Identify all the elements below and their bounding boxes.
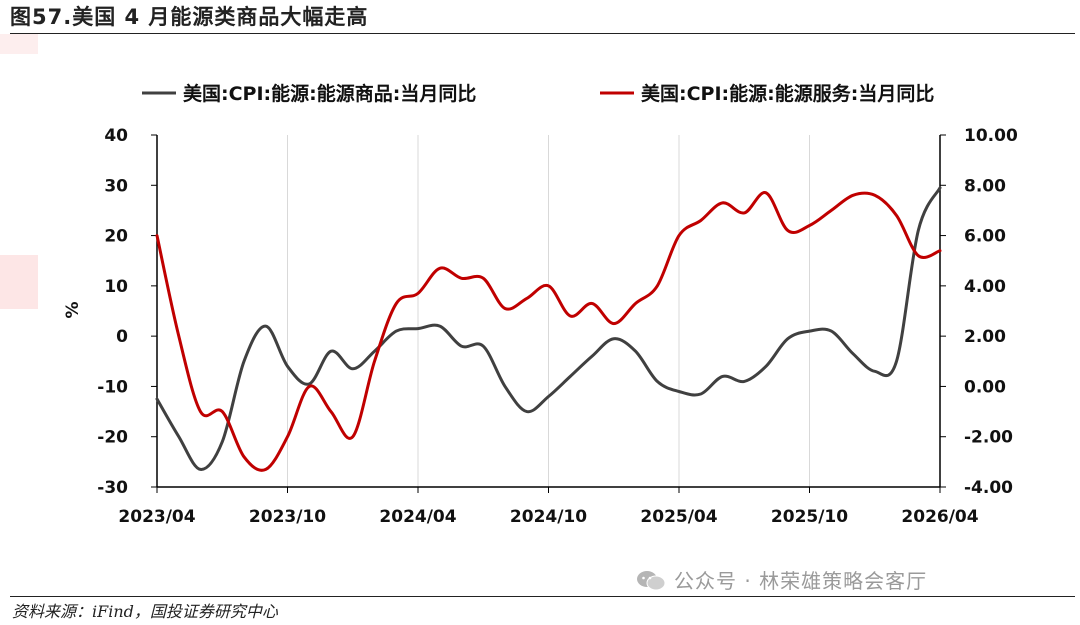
y-left-tick-label: 0 <box>116 327 128 347</box>
legend: 美国:CPI:能源:能源商品:当月同比 美国:CPI:能源:能源服务:当月同比 <box>142 82 934 105</box>
legend-label-commodities: 美国:CPI:能源:能源商品:当月同比 <box>183 82 476 105</box>
wechat-icon <box>637 571 666 591</box>
watermark: 公众号 · 林荣雄策略会客厅 <box>636 565 927 594</box>
y-right-tick-label: 8.00 <box>964 176 1006 196</box>
footer-divider <box>10 596 1075 597</box>
x-tick-label: 2025/04 <box>640 507 717 527</box>
x-tick-label: 2024/04 <box>379 507 456 527</box>
series-layer <box>155 186 942 472</box>
y-left-tick-label: 40 <box>104 126 128 146</box>
y-left-tick-label: 20 <box>104 227 128 247</box>
source-note: 资料来源：iFind，国投证券研究中心 <box>12 602 278 621</box>
y-right-tick-label: 6.00 <box>964 227 1006 247</box>
line-chart: 美国:CPI:能源:能源商品:当月同比 美国:CPI:能源:能源服务:当月同比 … <box>63 82 1018 527</box>
watermark-text: 公众号 · 林荣雄策略会客厅 <box>674 569 928 593</box>
y-right-tick-label: 2.00 <box>964 327 1006 347</box>
y-axis-left-title: % <box>63 301 83 318</box>
series-line-energy-commodities <box>155 186 942 471</box>
decor-block-top <box>0 34 38 54</box>
y-left-tick-label: -20 <box>97 428 128 448</box>
y-right-tick-label: 4.00 <box>964 277 1006 297</box>
y-left-tick-label: -10 <box>97 377 128 397</box>
y-right-tick-label: -2.00 <box>964 428 1013 448</box>
grid-layer <box>287 135 810 487</box>
y-right-tick-label: 10.00 <box>964 126 1018 146</box>
series-line-energy-services <box>155 191 942 472</box>
axis-layer: 2023/04 2023/10 2024/04 2024/10 2025/04 2025/… <box>97 126 1018 527</box>
y-right-tick-label: 0.00 <box>964 377 1006 397</box>
y-left-tick-label: 10 <box>104 277 128 297</box>
legend-label-services: 美国:CPI:能源:能源服务:当月同比 <box>641 82 934 105</box>
y-right-tick-label: -4.00 <box>964 478 1013 498</box>
decor-block-left <box>0 255 38 309</box>
x-tick-label: 2025/10 <box>771 507 848 527</box>
x-tick-label: 2024/10 <box>510 507 587 527</box>
title-divider <box>10 33 1075 34</box>
figure-title: 图57.美国 4 月能源类商品大幅走高 <box>10 5 369 29</box>
y-left-tick-label: -30 <box>97 478 128 498</box>
x-tick-label: 2023/10 <box>249 507 326 527</box>
x-tick-label: 2023/04 <box>118 507 195 527</box>
y-left-tick-label: 30 <box>104 176 128 196</box>
x-tick-label: 2026/04 <box>901 507 978 527</box>
